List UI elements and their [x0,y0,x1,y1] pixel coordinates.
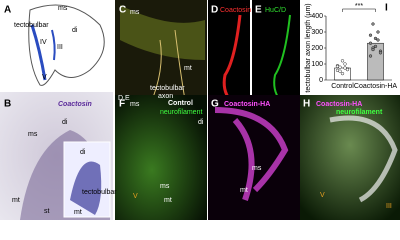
panel-f [115,95,207,220]
neuron-red [222,14,242,101]
neuron-green [273,14,291,101]
label: mt [164,197,172,204]
label: ms [160,183,170,190]
panel-letter: B [4,99,11,110]
label: tectobulbar [82,189,117,196]
point [376,38,380,42]
y-tick-label: 300 [311,29,323,36]
label: D,E [118,95,130,102]
point [378,51,383,55]
point [335,64,340,68]
x-tick-label: Coactosin-HA [354,83,398,90]
stain-white [329,115,398,203]
label: di [198,119,204,126]
panel-letter: D [211,5,218,16]
label: mt [74,209,82,216]
panel-letter: F [119,99,125,110]
point [371,22,375,26]
point [368,33,373,37]
label: mt [184,65,192,72]
label: tectobulbar [14,22,49,29]
label: st [44,208,50,215]
tract [30,24,47,81]
y-tick-label: 100 [311,61,323,68]
y-tick-label: 0 [319,77,323,84]
label: ms [130,9,140,16]
label: Coactosin-HA [316,101,362,108]
point [376,30,380,34]
label: HuC/D [265,7,286,14]
label: ms [28,131,38,138]
point [343,62,347,66]
point [338,69,342,73]
label: III [386,203,392,210]
y-tick-label: 400 [311,13,323,20]
point [368,41,373,45]
point [371,47,375,52]
point [340,59,345,63]
mean-bar [367,42,384,81]
label: IV [40,39,47,46]
label: III [57,44,63,51]
label: V [320,192,325,199]
label: di [72,27,78,34]
embryo-outline [28,4,105,86]
panel-d [208,0,250,110]
label: axon [158,93,173,100]
label: Coactosin [58,101,92,108]
point [373,36,378,40]
tract [51,29,56,61]
label: di [62,119,68,126]
label: neurofilament [336,109,383,116]
bracket [342,8,376,12]
panel-letter: H [303,99,310,110]
point [345,67,350,72]
panel-letter: E [255,5,262,16]
label: Coactosin [220,7,251,14]
label: V [42,74,47,81]
label: tectobulbar [150,85,185,92]
label: V [133,193,138,200]
point [368,54,373,58]
label: ms [58,5,68,12]
y-axis-label: tectobulbar axon length (μm) [305,3,312,92]
label: ms [252,165,262,172]
point [373,44,378,48]
label: Coactosin-HA [224,101,270,108]
label: di [80,149,86,156]
panel-letter: I [385,3,388,14]
label: mt [240,187,248,194]
point [343,66,347,70]
label: ms [130,101,140,108]
y-tick-label: 200 [311,45,323,52]
mean-bar [334,67,351,81]
point [340,71,345,76]
tissue [120,5,205,60]
stain-magenta [214,107,289,201]
panel-letter: G [211,99,219,110]
label: mt [12,197,20,204]
inset-stain [70,161,102,215]
label: neurofilament [160,109,202,116]
significance: *** [355,3,363,10]
label: Control [168,100,193,107]
panel-letter: C [119,5,126,16]
x-tick-label: Control [331,83,354,90]
panel-letter: A [4,5,11,16]
panel-a [0,0,113,90]
